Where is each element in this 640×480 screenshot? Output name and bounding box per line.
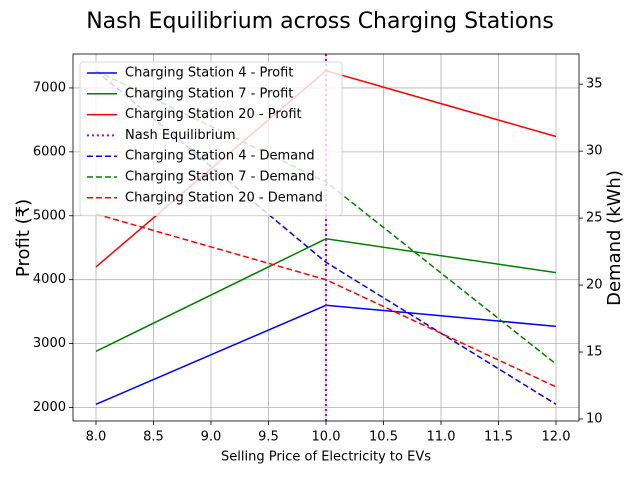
legend-label: Charging Station 7 - Profit	[125, 86, 293, 101]
y-tick-label: 3000	[33, 336, 66, 351]
chart-title: Nash Equilibrium across Charging Station…	[86, 9, 554, 34]
x-tick-label: 9.0	[201, 430, 222, 445]
x-tick-label: 9.5	[258, 430, 279, 445]
x-axis-label: Selling Price of Electricity to EVs	[221, 450, 431, 465]
legend-label: Charging Station 20 - Profit	[125, 107, 302, 122]
y-tick-label: 6000	[33, 144, 66, 159]
legend-label: Charging Station 4 - Profit	[125, 66, 293, 81]
y2-tick-label: 35	[586, 77, 603, 92]
x-tick-label: 11.0	[427, 430, 456, 445]
legend-label: Charging Station 20 - Demand	[125, 190, 323, 205]
y-tick-label: 5000	[33, 208, 66, 223]
y-axis-label: Profit (₹)	[13, 199, 34, 277]
y2-axis-label: Demand (kWh)	[604, 170, 625, 306]
x-tick-label: 11.5	[484, 430, 513, 445]
y-tick-label: 2000	[33, 400, 66, 415]
y2-tick-label: 30	[586, 144, 603, 159]
y2-tick-label: 25	[586, 211, 603, 226]
y2-tick-label: 10	[586, 411, 603, 426]
legend: Charging Station 4 - Profit Charging Stat…	[79, 61, 343, 217]
legend-label: Charging Station 4 - Demand	[125, 149, 315, 164]
y-tick-label: 4000	[33, 272, 66, 287]
legend-label: Charging Station 7 - Demand	[125, 170, 315, 185]
x-tick-label: 8.0	[86, 430, 107, 445]
y2-tick-label: 15	[586, 345, 603, 360]
x-tick-label: 10.5	[369, 430, 398, 445]
series-line	[95, 238, 557, 352]
legend-box	[79, 61, 343, 217]
legend-label: Nash Equilibrium	[125, 128, 236, 143]
plot-frame	[72, 53, 580, 422]
x-tick-label: 8.5	[143, 430, 164, 445]
y2-tick-label: 20	[586, 278, 603, 293]
y-tick-label: 7000	[33, 80, 66, 95]
x-tick-label: 12.0	[542, 430, 571, 445]
x-tick-label: 10.0	[312, 430, 341, 445]
